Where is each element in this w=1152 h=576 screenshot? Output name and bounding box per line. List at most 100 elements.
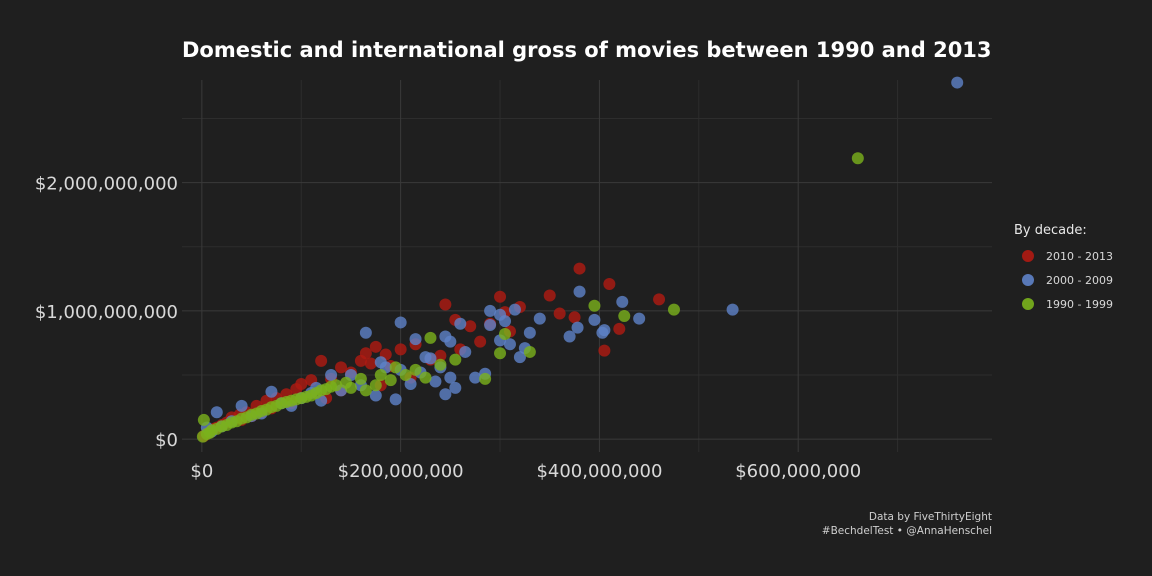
- data-point: [250, 407, 263, 420]
- data-point: [633, 312, 646, 325]
- data-point: [364, 357, 377, 370]
- data-point: [409, 333, 422, 346]
- data-point: [459, 345, 472, 358]
- y-tick-label: $0: [155, 430, 178, 451]
- data-point: [424, 331, 437, 344]
- data-point: [270, 399, 283, 412]
- data-point: [667, 303, 680, 316]
- grid: [182, 80, 992, 452]
- series-1: [200, 76, 964, 438]
- data-point: [404, 378, 417, 391]
- data-point: [588, 299, 601, 312]
- chart-title: Domestic and international gross of movi…: [182, 38, 992, 62]
- data-point: [220, 419, 233, 432]
- data-point: [429, 375, 442, 388]
- data-point: [359, 326, 372, 339]
- data-point: [369, 389, 382, 402]
- data-point: [484, 319, 497, 332]
- data-point: [573, 262, 586, 275]
- legend-label: 2000 - 2009: [1046, 274, 1113, 287]
- data-point: [300, 390, 313, 403]
- data-point: [230, 415, 243, 428]
- data-point: [851, 152, 864, 165]
- data-point: [454, 317, 467, 330]
- data-point: [310, 386, 323, 399]
- data-point: [384, 374, 397, 387]
- data-point: [543, 289, 556, 302]
- data-point: [494, 347, 507, 360]
- data-point: [439, 298, 452, 311]
- data-point: [603, 277, 616, 290]
- y-tick-label: $2,000,000,000: [35, 174, 178, 195]
- data-point: [523, 345, 536, 358]
- data-point: [344, 381, 357, 394]
- data-point: [494, 290, 507, 303]
- data-point: [374, 369, 387, 382]
- data-points: [196, 76, 964, 443]
- data-point: [573, 285, 586, 298]
- data-point: [598, 344, 611, 357]
- data-point: [210, 406, 223, 419]
- x-tick-label: $200,000,000: [338, 461, 464, 482]
- data-point: [479, 372, 492, 385]
- legend-key: [1022, 274, 1034, 286]
- data-point: [598, 324, 611, 337]
- data-point: [444, 371, 457, 384]
- data-point: [389, 361, 402, 374]
- data-point: [315, 354, 328, 367]
- data-point: [484, 304, 497, 317]
- data-point: [653, 293, 666, 306]
- data-point: [449, 353, 462, 366]
- data-point: [563, 330, 576, 343]
- data-point: [369, 379, 382, 392]
- data-point: [439, 388, 452, 401]
- data-point: [503, 338, 516, 351]
- series-2: [196, 152, 864, 443]
- data-point: [434, 349, 447, 362]
- data-point: [616, 295, 629, 308]
- caption: Data by FiveThirtyEight #BechdelTest • @…: [822, 511, 992, 537]
- data-point: [290, 383, 303, 396]
- data-point: [588, 313, 601, 326]
- data-point: [434, 358, 447, 371]
- data-point: [618, 310, 631, 323]
- data-point: [726, 303, 739, 316]
- data-point: [354, 372, 367, 385]
- data-point: [409, 363, 422, 376]
- data-point: [444, 335, 457, 348]
- data-point: [553, 307, 566, 320]
- data-point: [469, 371, 482, 384]
- legend-title: By decade:: [1014, 223, 1087, 238]
- data-point: [260, 403, 273, 416]
- x-tick-label: $0: [190, 461, 213, 482]
- data-point: [613, 322, 626, 335]
- data-point: [508, 303, 521, 316]
- data-point: [394, 343, 407, 356]
- data-point: [389, 393, 402, 406]
- data-point: [464, 320, 477, 333]
- data-point: [265, 385, 278, 398]
- legend: By decade: 2010 - 2013 2000 - 2009 1990 - …: [1014, 223, 1113, 311]
- x-tick-label: $400,000,000: [536, 461, 662, 482]
- data-point: [568, 311, 581, 324]
- data-point: [320, 383, 333, 396]
- data-point: [197, 413, 210, 426]
- data-point: [290, 393, 303, 406]
- legend-key: [1022, 298, 1034, 310]
- legend-label: 2010 - 2013: [1046, 250, 1113, 263]
- x-tick-label: $600,000,000: [735, 461, 861, 482]
- data-point: [494, 308, 507, 321]
- data-point: [449, 381, 462, 394]
- data-point: [399, 369, 412, 382]
- data-point: [280, 395, 293, 408]
- data-point: [424, 352, 437, 365]
- data-point: [571, 321, 584, 334]
- data-point: [330, 379, 343, 392]
- legend-label: 1990 - 1999: [1046, 298, 1113, 311]
- caption-line-1: Data by FiveThirtyEight: [869, 511, 992, 523]
- data-point: [499, 327, 512, 340]
- data-point: [325, 369, 338, 382]
- legend-key: [1022, 250, 1034, 262]
